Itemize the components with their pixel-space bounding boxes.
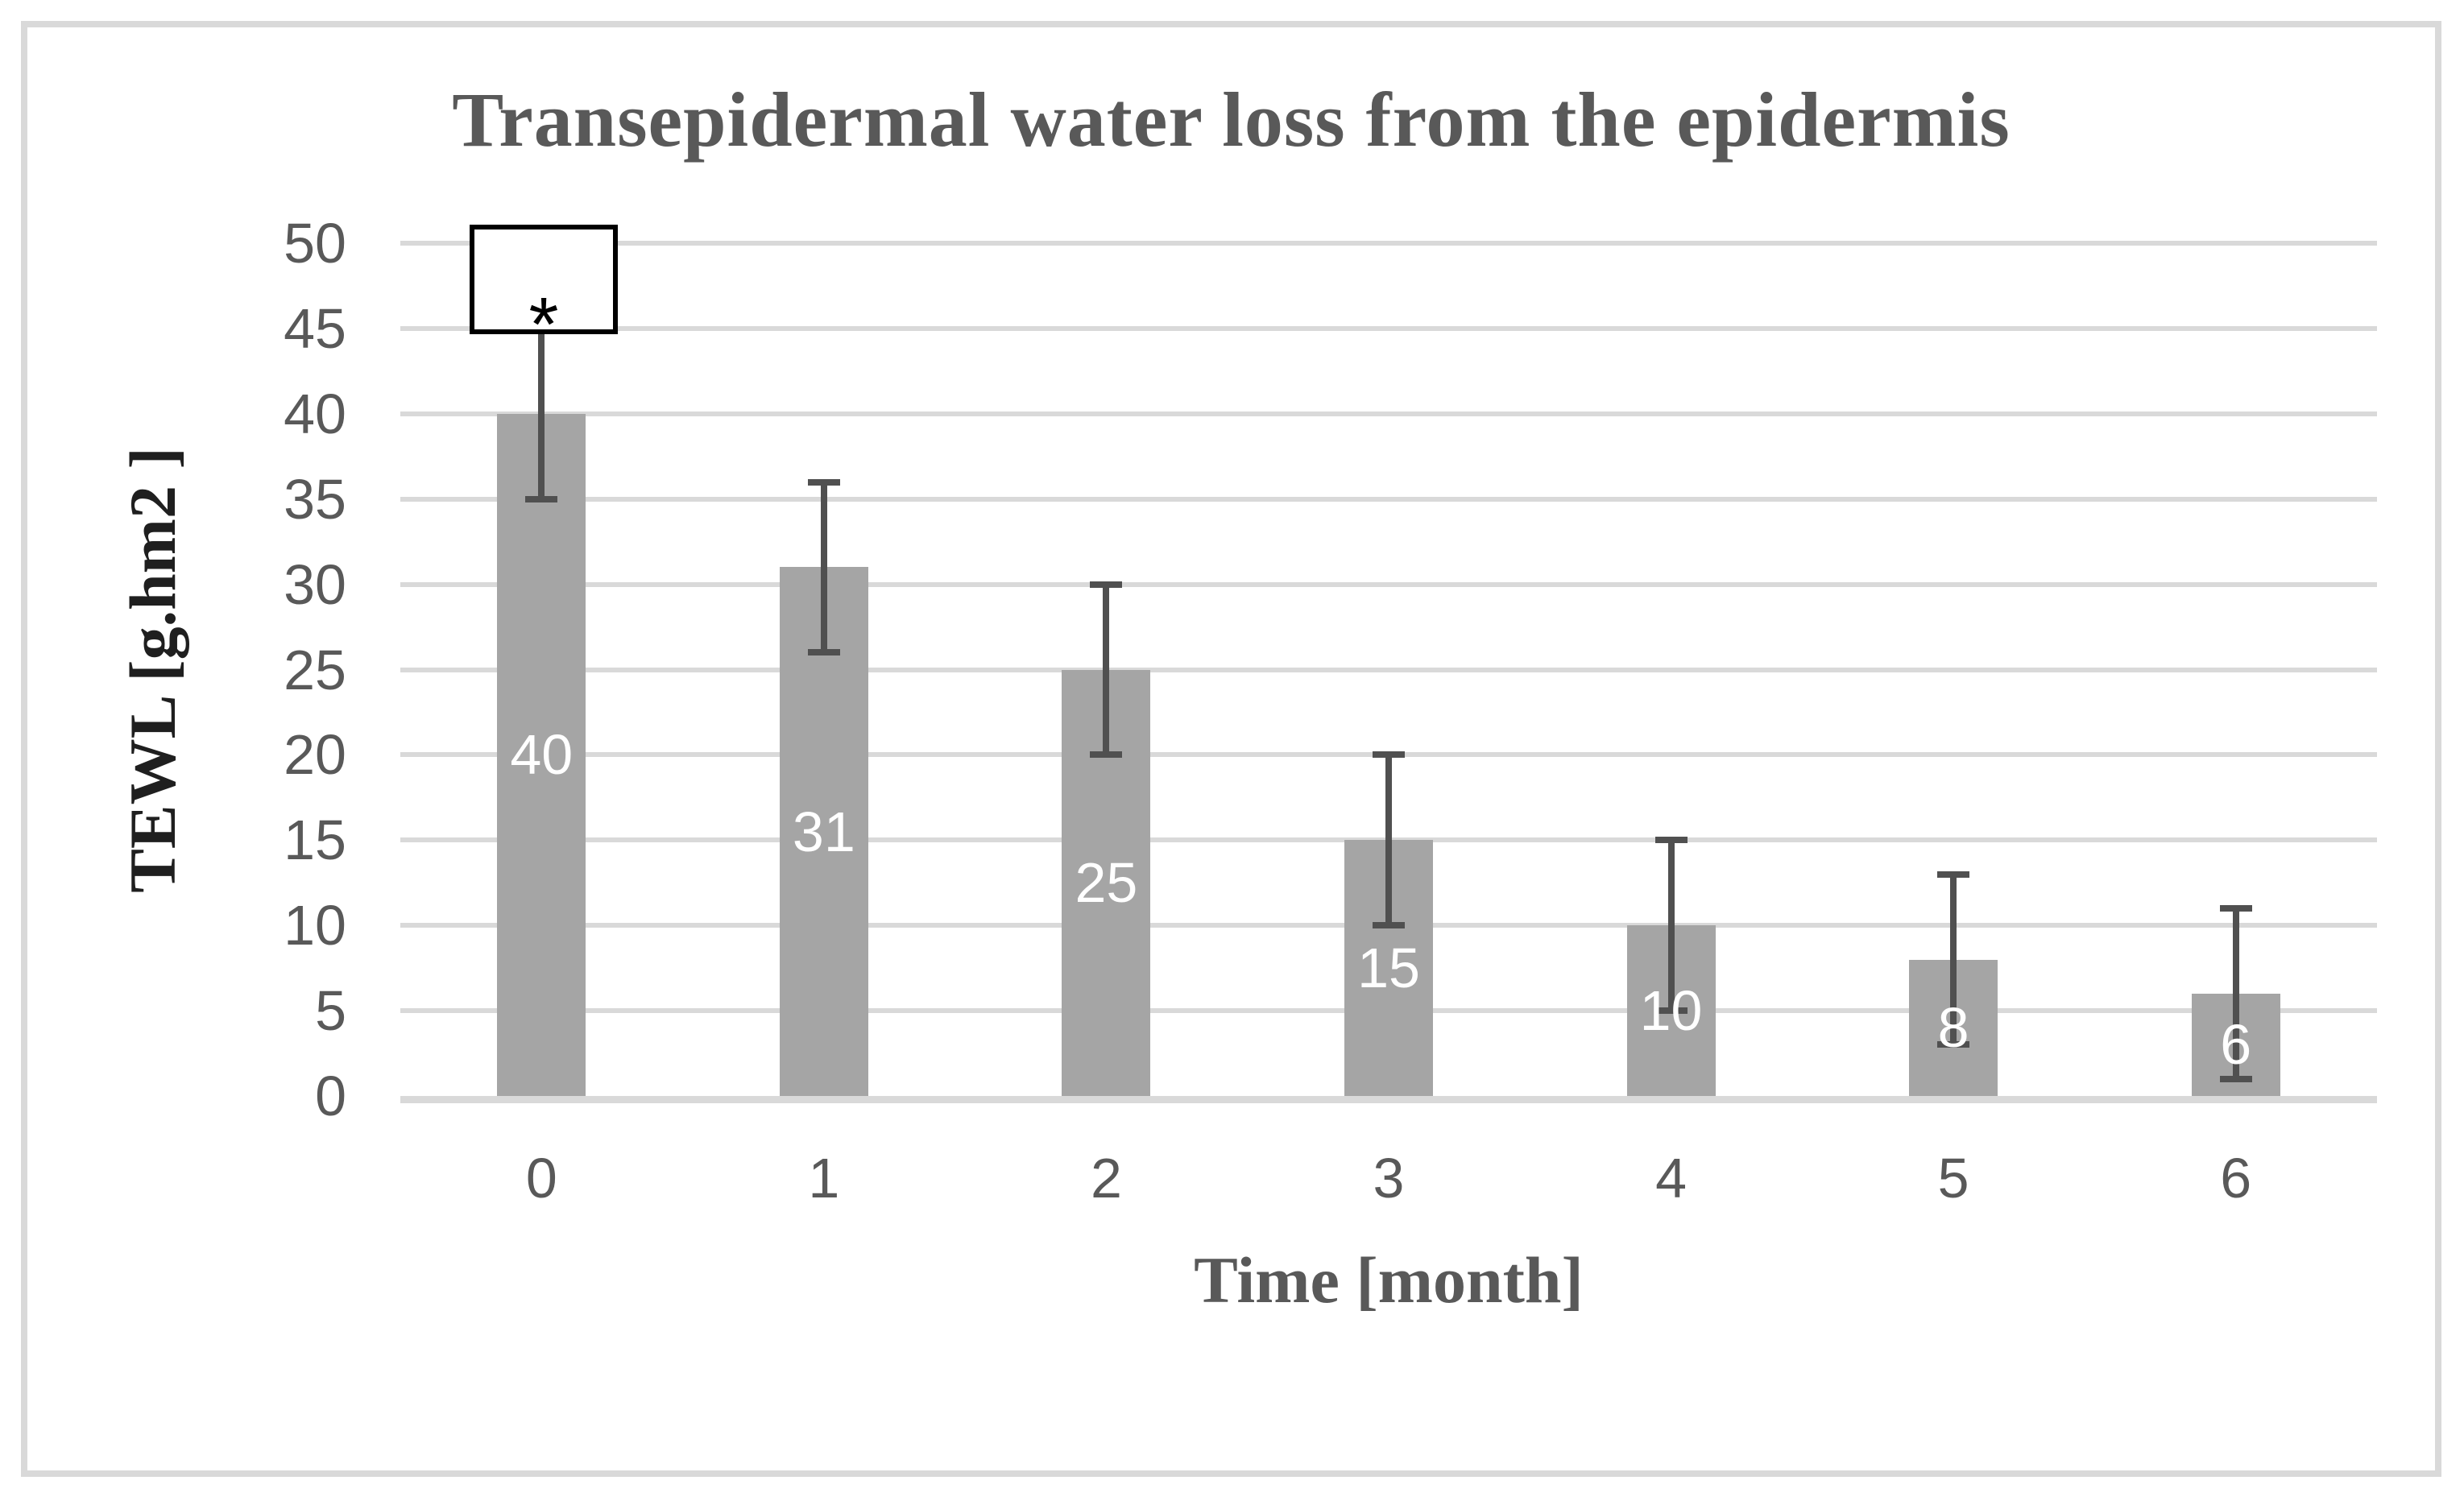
- error-bar-cap-bottom: [1373, 922, 1405, 929]
- gridline: [400, 411, 2377, 416]
- gridline: [400, 241, 2377, 246]
- bar-data-label: 8: [1937, 996, 1969, 1060]
- error-bar-cap-bottom: [1090, 751, 1123, 759]
- error-bar-cap-top: [1937, 870, 1970, 878]
- chart-frame: [21, 21, 2441, 1477]
- x-axis-title: Time [month]: [1194, 1243, 1584, 1317]
- y-tick-label: 5: [315, 979, 346, 1043]
- y-tick-label: 50: [284, 212, 346, 275]
- bar-data-label: 6: [2220, 1013, 2252, 1077]
- significance-asterisk: *: [528, 282, 559, 367]
- error-bar-cap-bottom: [525, 495, 558, 502]
- x-tick-label: 0: [525, 1147, 557, 1210]
- gridline: [400, 325, 2377, 331]
- y-tick-label: 10: [284, 894, 346, 957]
- error-bar-cap-bottom: [2219, 1075, 2252, 1082]
- y-tick-label: 15: [284, 808, 346, 872]
- error-bar-cap-bottom: [807, 649, 840, 656]
- bar-data-label: 25: [1075, 851, 1138, 915]
- gridline: [400, 667, 2377, 672]
- y-tick-label: 30: [284, 552, 346, 616]
- y-tick-label: 0: [315, 1065, 346, 1127]
- bar-data-label: 10: [1639, 979, 1703, 1043]
- error-bar-line: [1950, 874, 1957, 1045]
- bar-data-label: 31: [792, 800, 855, 863]
- error-bar-cap-bottom: [1654, 1007, 1688, 1015]
- x-tick-label: 5: [1937, 1147, 1969, 1210]
- y-tick-label: 35: [284, 467, 346, 531]
- error-bar-cap-bottom: [1937, 1041, 1970, 1048]
- error-bar-cap-top: [807, 478, 840, 486]
- bar-data-label: 15: [1357, 937, 1420, 1000]
- y-tick-label: 20: [284, 723, 346, 787]
- error-bar-cap-top: [2219, 905, 2252, 912]
- significance-annotation-box: [470, 225, 618, 334]
- y-axis-title-text: TEWL [g.hm2 ]: [116, 447, 189, 893]
- error-bar-cap-top: [1373, 751, 1405, 759]
- error-bar-line: [1385, 755, 1392, 926]
- x-tick-label: 4: [1655, 1147, 1688, 1210]
- gridline: [400, 581, 2377, 587]
- x-axis-line: [400, 1096, 2377, 1103]
- y-tick-label: 40: [284, 382, 346, 445]
- y-tick-label: 25: [284, 638, 346, 701]
- error-bar-line: [2232, 908, 2239, 1079]
- x-tick-label: 1: [808, 1147, 840, 1210]
- x-tick-label: 2: [1090, 1147, 1122, 1210]
- x-tick-label: 3: [1373, 1147, 1405, 1210]
- chart-title: Transepidermal water loss from the epide…: [452, 77, 2011, 163]
- bar-data-label: 40: [510, 723, 574, 787]
- gridline: [400, 496, 2377, 502]
- bar: [497, 413, 586, 1096]
- error-bar-cap-top: [1090, 581, 1123, 588]
- error-bar-line: [1667, 840, 1675, 1011]
- error-bar-cap-top: [1654, 837, 1688, 844]
- x-tick-label: 6: [2220, 1147, 2252, 1210]
- error-bar-line: [820, 482, 827, 653]
- error-bar-line: [538, 328, 545, 499]
- y-tick-label: 45: [284, 296, 346, 360]
- error-bar-line: [1103, 584, 1110, 755]
